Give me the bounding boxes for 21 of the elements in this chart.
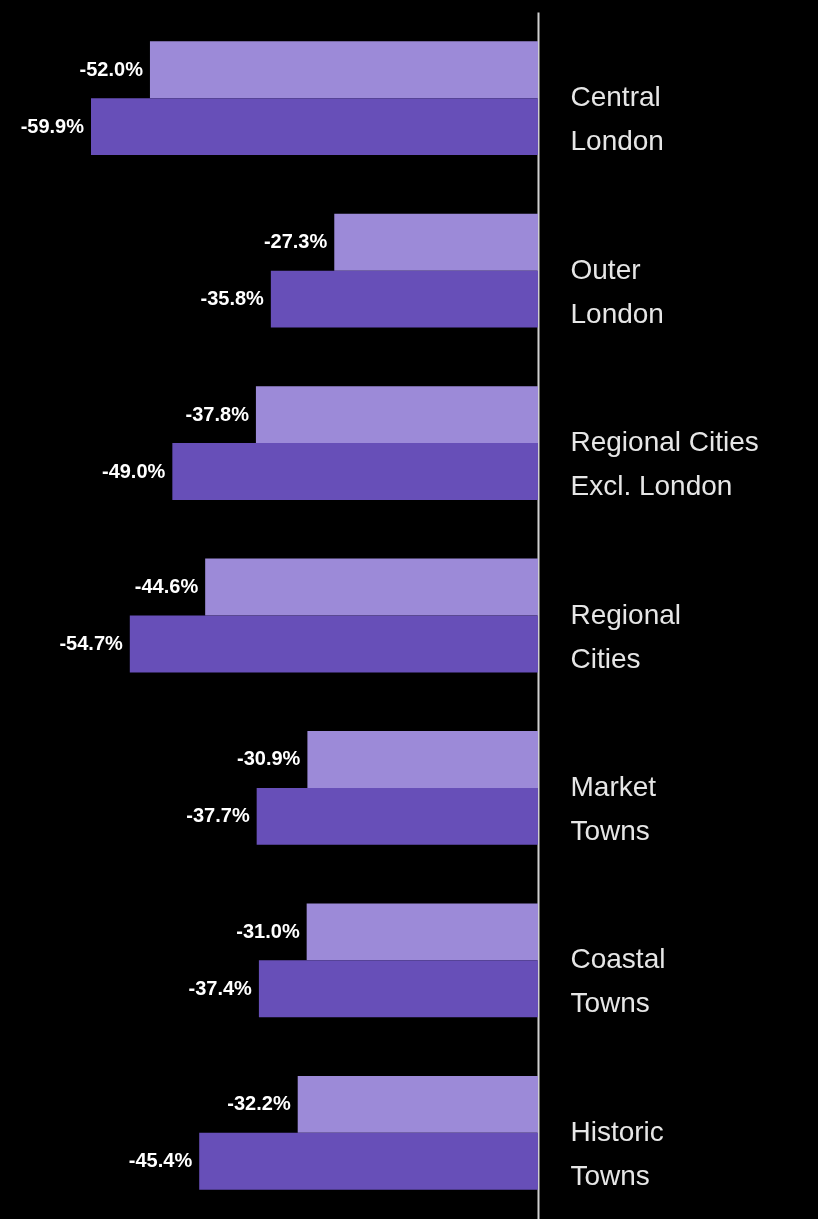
data-label: -59.9% — [20, 114, 85, 137]
data-label: -37.8% — [185, 402, 250, 425]
data-label: -30.9% — [237, 747, 301, 770]
y-tick-label: Coastal Towns — [570, 943, 666, 1019]
data-label: -32.2% — [227, 1092, 291, 1115]
data-label: -27.3% — [263, 230, 328, 253]
data-label: -37.4% — [188, 976, 253, 999]
data-label: -49.0% — [101, 459, 166, 482]
data-label: -35.8% — [200, 287, 265, 310]
data-label: -45.4% — [128, 1149, 193, 1172]
data-label: -37.7% — [186, 804, 250, 827]
data-label: -52.0% — [79, 57, 144, 80]
y-tick-label: Regional Cities — [570, 598, 682, 674]
y-tick-label: Outer London — [570, 253, 664, 329]
y-tick-label: Central London — [570, 81, 664, 157]
data-label: -54.7% — [59, 631, 124, 654]
y-tick-label: Regional Cities Excl. London — [570, 426, 759, 502]
y-tick-label: Historic Towns — [570, 1115, 664, 1191]
data-label: -31.0% — [236, 919, 300, 942]
y-tick-label: Market Towns — [570, 770, 657, 846]
data-label: -44.6% — [134, 575, 199, 598]
